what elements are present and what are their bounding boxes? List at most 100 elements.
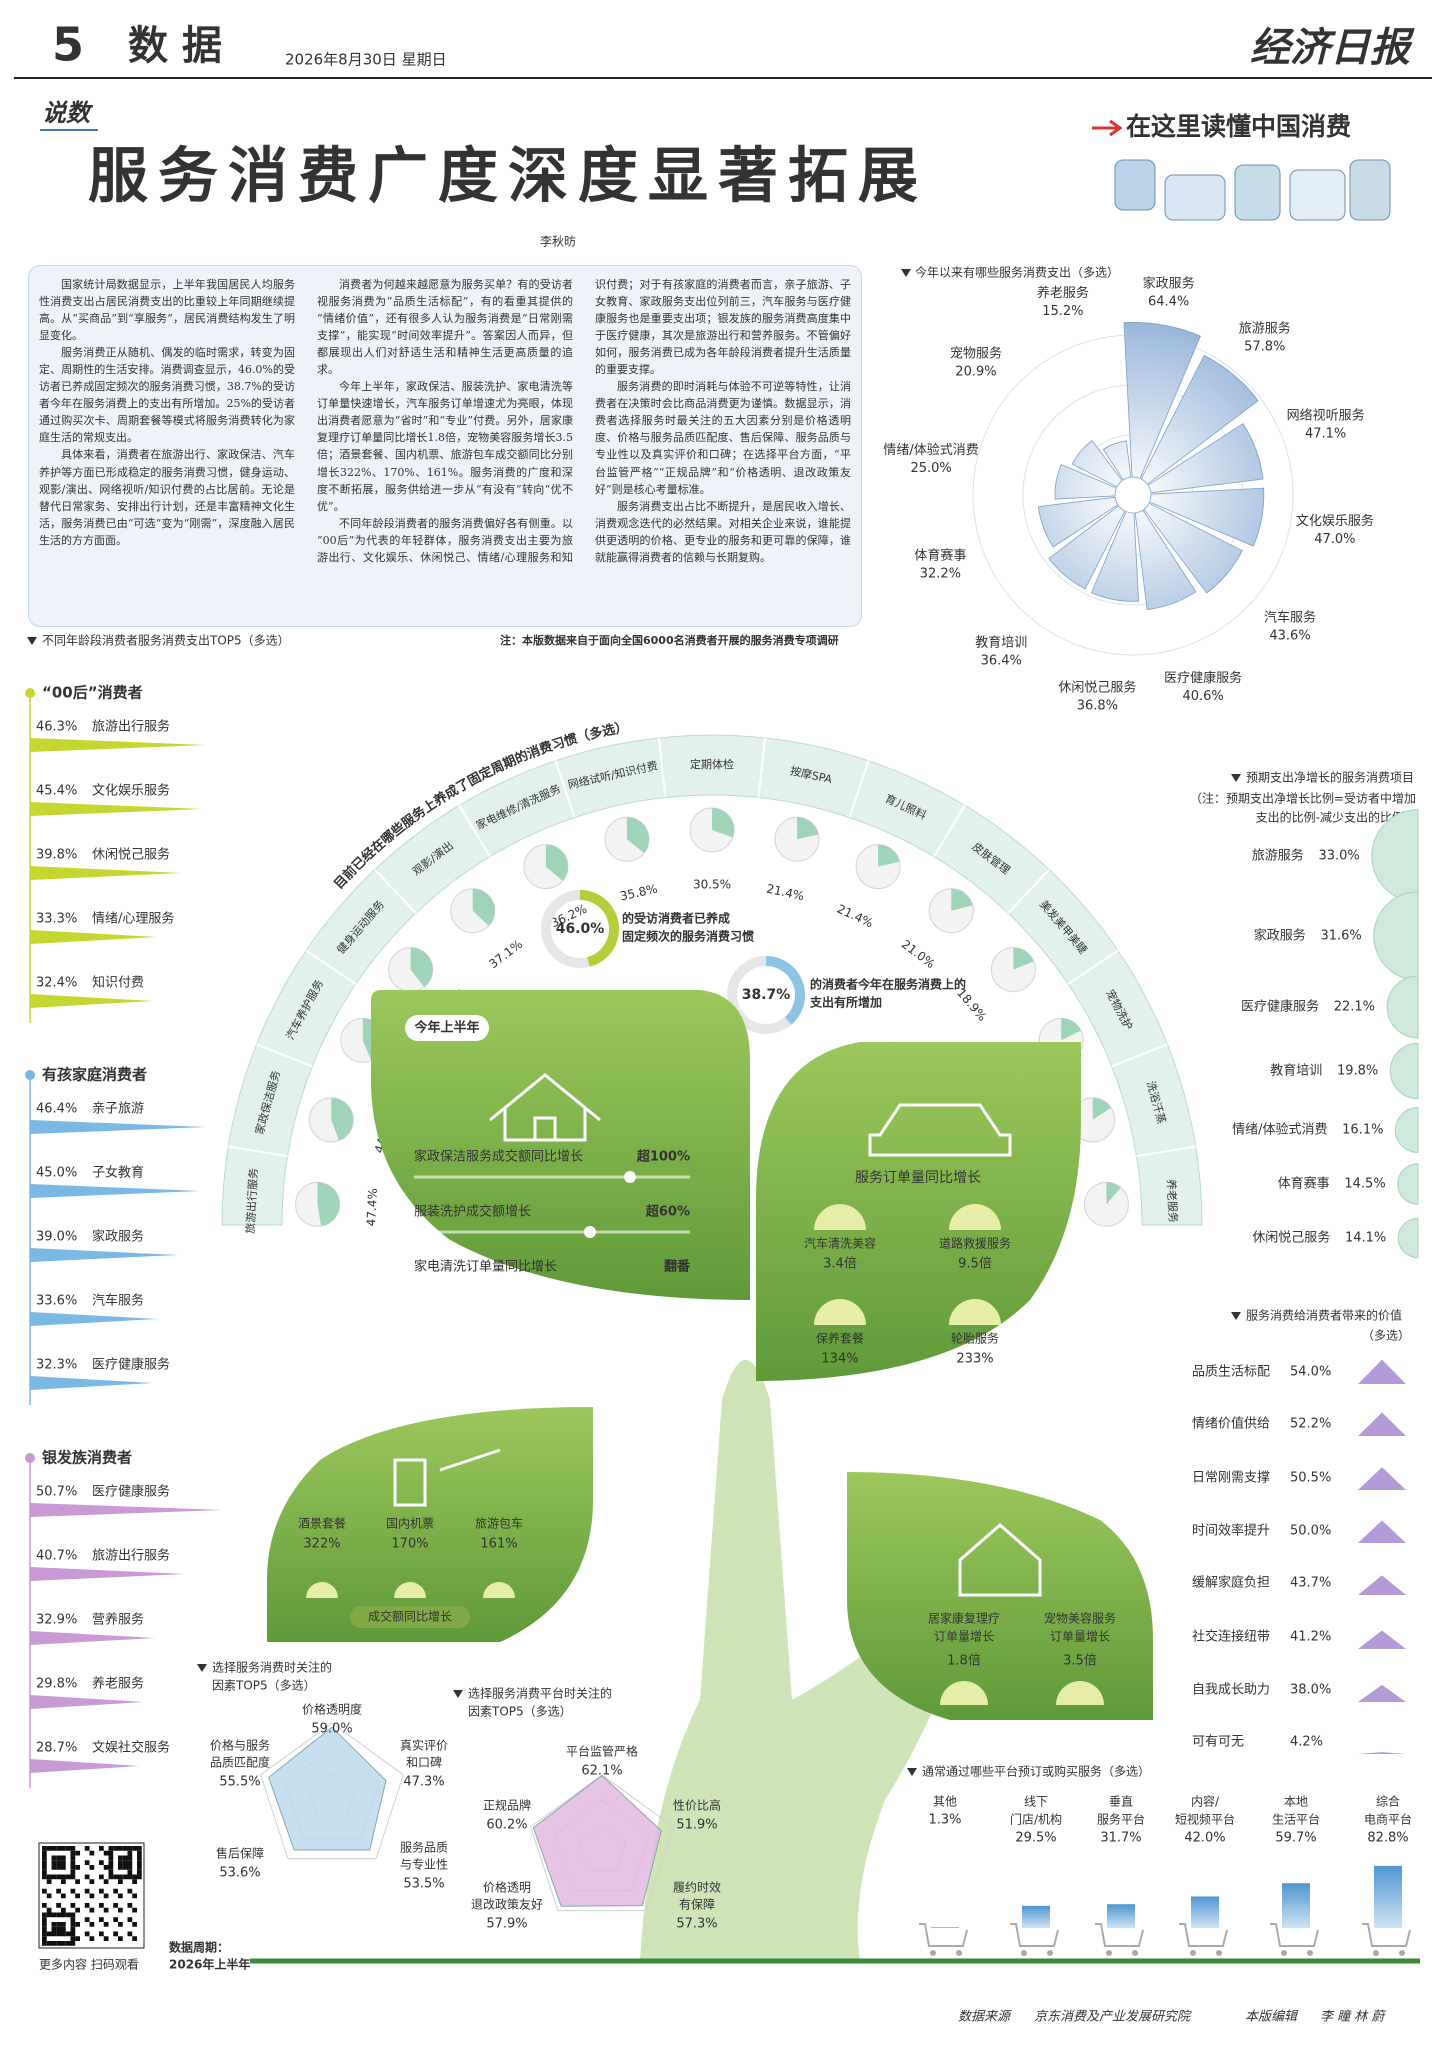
qr-cell [46,1893,52,1899]
leaf-text: 订单量增长 [934,1630,994,1644]
qr-cell [51,1855,57,1861]
donut-arc [765,956,805,1025]
leaf-value: 3.4倍 [823,1257,857,1272]
qr-cell [42,1926,47,1932]
category-label: 家政服务 [1143,276,1195,292]
qr-cell [132,1893,137,1899]
category-label: 体育赛事 [914,548,966,564]
radial-bar [1048,505,1126,590]
qr-cell [51,1865,57,1870]
category-label: 文化娱乐服务 [92,783,170,799]
qr-cell [61,1879,66,1884]
leaf-value: 3.5倍 [1063,1654,1097,1669]
qr-cell [127,1903,133,1908]
category-label: 售后保障 [216,1846,264,1861]
value-label: 38.0% [1290,1683,1331,1698]
value-label: 54.0% [1290,1365,1331,1380]
author: 李秋昉 [540,234,576,249]
dome [483,1582,515,1598]
triangle-bar [1358,1630,1406,1649]
wedge-bar [30,1695,144,1709]
leaf-value: 233% [956,1352,993,1367]
leaf-text: 订单量增长 [1050,1630,1110,1644]
qr-cell [65,1874,71,1880]
category-label: 情绪/心理服务 [92,911,174,927]
wedge-bar [30,1248,179,1262]
qr-cell [127,1860,133,1865]
qr-cell [84,1874,90,1880]
value-label: 57.3% [676,1917,717,1932]
editor-label: 本版编辑 [1245,2010,1299,2025]
qr-cell [46,1912,52,1918]
editors: 李 瞳 林 蔚 [1320,2010,1386,2025]
category-label: 内容/ [1191,1794,1220,1809]
value-label: 21.4% [765,882,805,904]
cart-wheel [1399,1950,1405,1956]
cart-icon [1362,1923,1411,1947]
value-label: 82.8% [1367,1831,1408,1846]
qr-cell [61,1941,66,1946]
qr-cell [118,1907,123,1913]
qr-cell [89,1850,95,1856]
donut-arc [579,890,619,967]
qr-cell [113,1846,118,1851]
radial-bar [1054,463,1117,500]
category-label: 医疗健康服务 [92,1484,170,1500]
qr-cell [70,1941,76,1946]
category-label: 正规品牌 [483,1798,531,1813]
bubble-fill [410,947,433,987]
qr-cell [118,1879,123,1884]
bubble-fill [797,817,819,840]
qr-cell [103,1922,109,1927]
category-label: 休闲悦己服务 [1058,679,1136,695]
value-label: 29.8% [36,1677,77,1692]
slider-knob [584,1226,596,1238]
leaf-value: 9.5倍 [958,1257,992,1272]
bubble-fill [472,888,495,926]
bubble-fill [1106,1182,1121,1205]
qr-cell [122,1874,128,1880]
leaf-value: 超100% [637,1149,690,1165]
qr-cell [75,1907,80,1913]
badge-illustration [1164,174,1226,221]
section-title: 因素TOP5（多选） [468,1705,572,1719]
qr-cell [108,1874,114,1880]
qr-cell [42,1846,47,1851]
value-label: 14.1% [1345,1231,1386,1246]
period-label: 数据周期： [169,1940,229,1955]
leaf-value: 1.8倍 [947,1654,981,1669]
value-label: 47.0% [1314,532,1355,547]
qr-cell [137,1855,142,1861]
category-label: 教育培训 [1270,1063,1322,1079]
leaf [267,1407,593,1642]
qr-cell [127,1865,133,1870]
wedge-bar [30,930,157,944]
qr-cell [103,1865,109,1870]
half-circle [1394,1106,1419,1154]
cart-wheel [1047,1950,1053,1956]
value-label: 29.5% [1015,1831,1056,1846]
category-label: 养老服务 [1164,1179,1180,1224]
value-label: 32.9% [36,1613,77,1628]
value-label: 32.2% [920,567,961,582]
category-label: 定期体检 [690,757,734,771]
tag-pill [405,1015,489,1041]
value-label: 22.1% [1334,1000,1375,1015]
qr-cell [127,1888,133,1894]
category-label: 短视频平台 [1175,1812,1235,1827]
qr-cell [84,1846,90,1851]
issue-date: 2026年8月30日 星期日 [285,51,447,69]
qr-cell [108,1865,114,1870]
qr-cell [118,1855,123,1861]
house-icon [489,1073,601,1142]
wedge-bar [30,1759,140,1773]
dome [394,1582,426,1598]
category-label: 自我成长助力 [1192,1683,1270,1698]
value-label: 57.9% [486,1917,527,1932]
qr-cell [113,1931,118,1937]
bubble-fill [712,808,735,838]
qr-cell [99,1860,104,1865]
qr-cell [113,1903,118,1908]
qr-cell [42,1874,47,1880]
qr-cell [127,1874,133,1880]
